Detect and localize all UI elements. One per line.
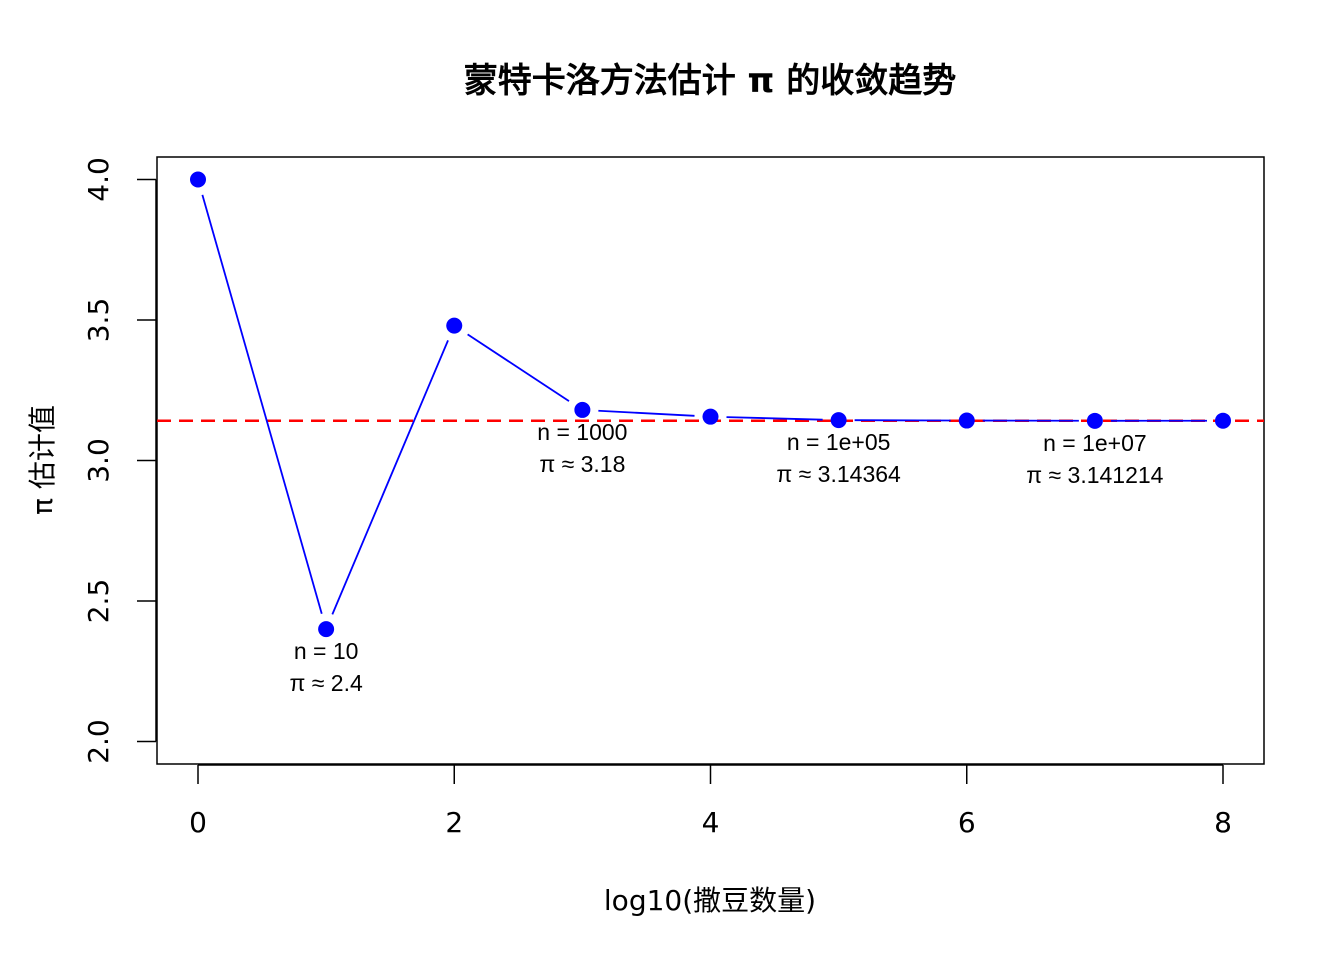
annotation-sample-size: n = 10 xyxy=(294,638,359,664)
data-point xyxy=(958,412,975,429)
data-point xyxy=(1086,412,1103,429)
data-point xyxy=(1215,412,1231,429)
x-tick-label: 0 xyxy=(189,806,207,839)
series-segment xyxy=(467,333,570,402)
series-segment xyxy=(726,416,823,421)
data-point xyxy=(830,412,847,429)
plot-frame xyxy=(156,156,1265,765)
x-axis: 0 2 4 6 8 xyxy=(189,764,1232,839)
x-tick-label: 2 xyxy=(445,806,463,839)
data-point xyxy=(574,401,591,418)
y-tick-label: 4.0 xyxy=(82,157,115,202)
data-point xyxy=(318,621,335,638)
y-tick-label: 3.5 xyxy=(82,298,115,343)
annotation-sample-size: n = 1000 xyxy=(537,419,627,445)
x-tick-label: 6 xyxy=(958,806,976,839)
annotation-estimate: π ≈ 3.14364 xyxy=(776,461,901,487)
data-point xyxy=(190,171,206,188)
x-tick-label: 4 xyxy=(702,806,720,839)
annotations: n = 10 π ≈ 2.4 n = 1000 π ≈ 3.18 n = 1e+05 π … xyxy=(290,419,1164,696)
y-axis-label: π 估计值 xyxy=(26,405,59,515)
annotation-sample-size: n = 1e+05 xyxy=(787,429,891,455)
data-points xyxy=(190,171,1231,638)
chart-title: 蒙特卡洛方法估计 π 的收敛趋势 xyxy=(464,61,957,101)
data-point xyxy=(446,317,463,334)
annotation-estimate: π ≈ 2.4 xyxy=(290,670,363,696)
annotation-estimate: π ≈ 3.18 xyxy=(539,451,625,477)
x-axis-label: log10(撒豆数量) xyxy=(604,884,816,917)
y-tick-label: 2.0 xyxy=(82,719,115,764)
series-segment xyxy=(201,194,323,614)
y-tick-label: 3.0 xyxy=(82,438,115,483)
x-tick-label: 8 xyxy=(1214,806,1232,839)
data-point xyxy=(702,408,719,425)
series-segment xyxy=(331,340,449,615)
annotation-estimate: π ≈ 3.141214 xyxy=(1026,462,1163,488)
series-segment xyxy=(598,409,695,417)
y-tick-label: 2.5 xyxy=(82,579,115,624)
y-axis: 2.0 2.5 3.0 3.5 4.0 xyxy=(82,157,157,764)
annotation-sample-size: n = 1e+07 xyxy=(1043,430,1147,456)
series-line xyxy=(201,194,1208,615)
